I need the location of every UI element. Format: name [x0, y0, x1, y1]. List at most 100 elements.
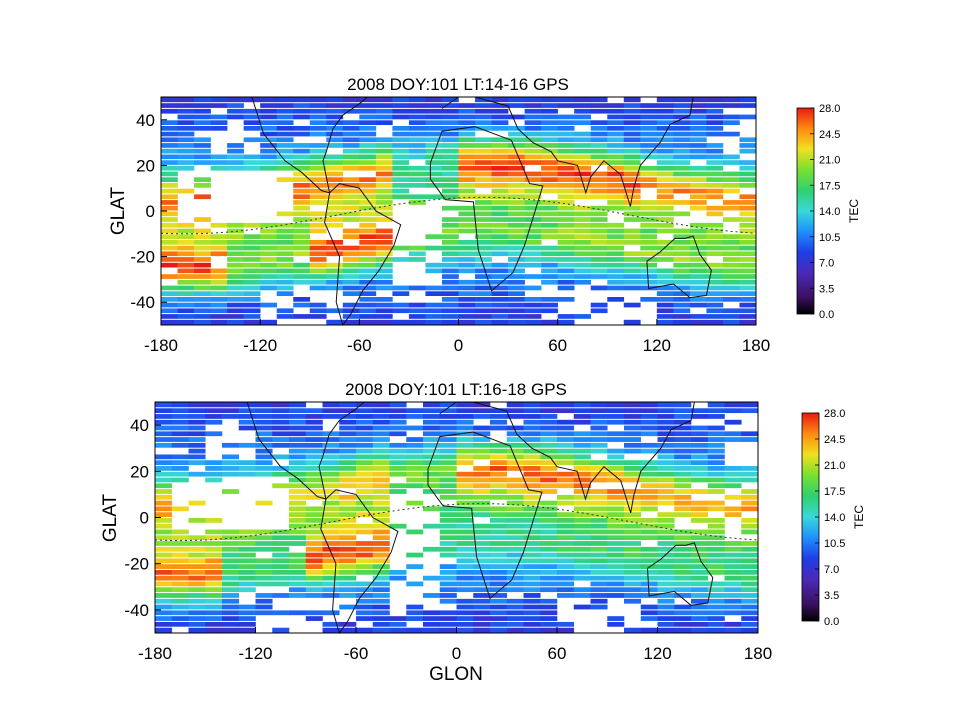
- heatmap-cell: [305, 419, 323, 425]
- heatmap-cell: [408, 137, 426, 143]
- heatmap-cell: [161, 245, 178, 251]
- heatmap-cell: [508, 103, 525, 108]
- heatmap-cell: [439, 402, 457, 408]
- heatmap-cell: [339, 408, 357, 414]
- heatmap-cell: [557, 535, 575, 541]
- heatmap-cell: [523, 564, 541, 569]
- heatmap-cell: [640, 205, 658, 211]
- heatmap-cell: [161, 103, 178, 108]
- heatmap-cell: [508, 314, 525, 319]
- heatmap-cell: [673, 148, 691, 154]
- panel-2-x-ticks: -180 -120 -60 0 60 120 180: [138, 627, 772, 663]
- heatmap-cell: [408, 302, 426, 308]
- heatmap-cell: [656, 171, 674, 177]
- heatmap-cell: [506, 616, 524, 621]
- heatmap-cell: [238, 425, 256, 431]
- heatmap-cell: [389, 408, 407, 414]
- heatmap-cell: [724, 552, 742, 558]
- heatmap-cell: [657, 587, 675, 593]
- heatmap-cell: [161, 200, 178, 205]
- panel-2-heatmap: [155, 402, 759, 633]
- heatmap-cell: [541, 177, 558, 182]
- heatmap-cell: [194, 257, 211, 262]
- heatmap-cell: [389, 425, 407, 431]
- heatmap-cell: [372, 431, 390, 437]
- heatmap-cell: [227, 251, 244, 257]
- heatmap-cell: [656, 257, 674, 262]
- heatmap-cell: [272, 402, 290, 408]
- heatmap-cell: [177, 251, 195, 257]
- heatmap-cell: [309, 120, 327, 125]
- heatmap-cell: [657, 518, 675, 523]
- heatmap-cell: [359, 234, 377, 239]
- heatmap-cell: [359, 126, 377, 131]
- heatmap-cell: [441, 120, 459, 125]
- heatmap-cell: [188, 437, 206, 442]
- heatmap-cell: [425, 308, 443, 314]
- heatmap-cell: [607, 285, 625, 291]
- heatmap-cell: [356, 431, 374, 437]
- heatmap-cell: [155, 483, 173, 489]
- heatmap-cell: [260, 319, 277, 325]
- heatmap-cell: [506, 448, 524, 454]
- colorbar-tick-label: 24.5: [819, 129, 840, 141]
- heatmap-cell: [607, 558, 625, 564]
- heatmap-cell: [557, 200, 575, 205]
- heatmap-cell: [322, 500, 340, 506]
- heatmap-cell: [188, 552, 206, 558]
- heatmap-cell: [722, 114, 740, 120]
- heatmap-cell: [188, 575, 206, 581]
- heatmap-cell: [161, 143, 178, 148]
- heatmap-cell: [155, 581, 173, 587]
- heatmap-cell: [389, 454, 407, 460]
- heatmap-cell: [359, 240, 377, 245]
- heatmap-cell: [741, 506, 759, 512]
- heatmap-cell: [557, 575, 575, 581]
- heatmap-cell: [741, 569, 759, 575]
- heatmap-cell: [161, 183, 178, 188]
- heatmap-cell: [441, 262, 459, 268]
- heatmap-cell: [194, 319, 211, 325]
- heatmap-cell: [623, 154, 641, 160]
- heatmap-cell: [475, 279, 492, 285]
- heatmap-cell: [155, 437, 173, 442]
- heatmap-cell: [691, 471, 709, 477]
- heatmap-cell: [194, 308, 211, 314]
- heatmap-cell: [194, 137, 211, 143]
- heatmap-cell: [741, 598, 759, 604]
- heatmap-cell: [389, 575, 407, 581]
- heatmap-cell: [674, 489, 692, 494]
- heatmap-cell: [372, 471, 390, 477]
- heatmap-cell: [557, 419, 575, 425]
- heatmap-cell: [359, 103, 377, 108]
- heatmap-cell: [456, 471, 474, 477]
- heatmap-cell: [439, 408, 457, 414]
- heatmap-cell: [656, 285, 674, 291]
- heatmap-cell: [656, 319, 674, 325]
- heatmap-cell: [276, 314, 294, 319]
- heatmap-cell: [359, 302, 377, 308]
- heatmap-cell: [458, 228, 476, 234]
- heatmap-cell: [423, 408, 441, 414]
- heatmap-cell: [623, 103, 641, 108]
- heatmap-cell: [305, 593, 323, 598]
- heatmap-cell: [289, 408, 307, 414]
- heatmap-cell: [359, 291, 377, 296]
- heatmap-cell: [607, 234, 625, 239]
- heatmap-cell: [573, 431, 591, 437]
- heatmap-cell: [272, 581, 290, 587]
- heatmap-cell: [276, 222, 294, 228]
- heatmap-cell: [473, 541, 491, 546]
- heatmap-cell: [691, 518, 709, 523]
- heatmap-cell: [623, 205, 641, 211]
- heatmap-cell: [255, 593, 273, 598]
- heatmap-cell: [590, 402, 608, 408]
- heatmap-cell: [707, 627, 725, 633]
- heatmap-cell: [640, 268, 658, 274]
- heatmap-cell: [222, 552, 240, 558]
- heatmap-cell: [326, 177, 344, 182]
- heatmap-cell: [706, 285, 724, 291]
- heatmap-cell: [171, 593, 189, 598]
- heatmap-cell: [508, 319, 525, 325]
- heatmap-cell: [523, 598, 541, 604]
